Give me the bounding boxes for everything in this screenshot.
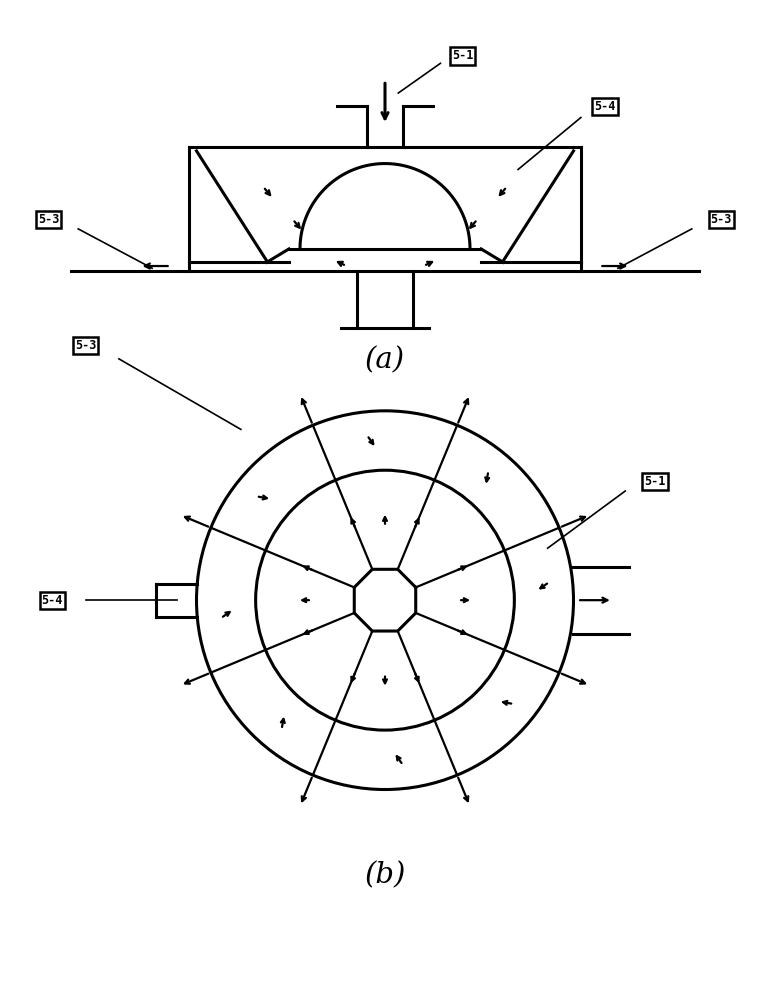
Text: (a): (a)	[365, 347, 405, 374]
Text: 5-3: 5-3	[711, 213, 732, 226]
Text: 5-3: 5-3	[75, 339, 96, 352]
Text: (b): (b)	[364, 861, 406, 888]
Text: 5-3: 5-3	[38, 213, 59, 226]
Text: 5-4: 5-4	[42, 594, 63, 607]
Text: 5-1: 5-1	[452, 49, 474, 62]
Text: 5-1: 5-1	[644, 475, 665, 488]
Text: 5-4: 5-4	[594, 99, 616, 113]
